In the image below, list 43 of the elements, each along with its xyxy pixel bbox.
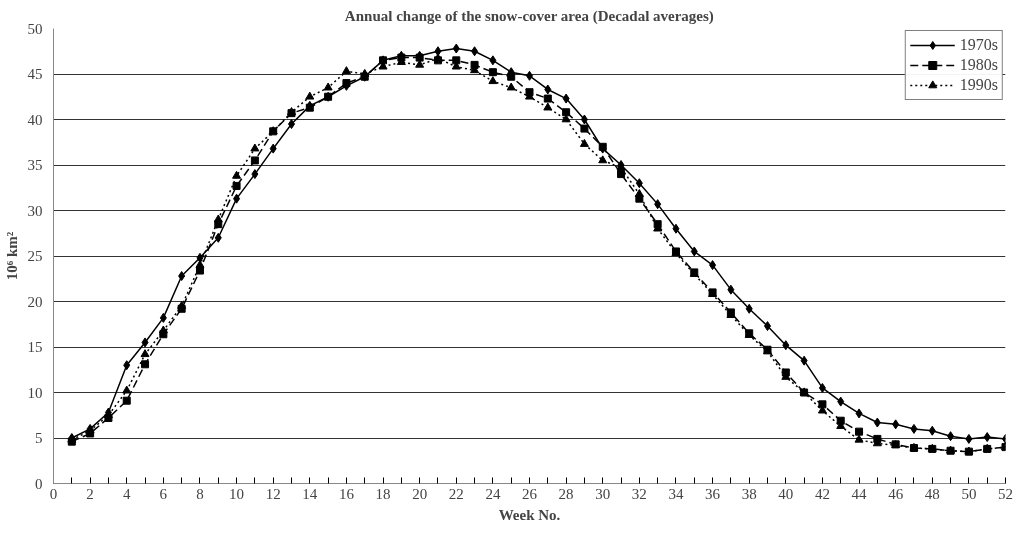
x-tick-label: 10 — [229, 485, 245, 502]
x-tick-label: 0 — [49, 485, 58, 502]
y-tick-label: 15 — [27, 339, 43, 355]
x-tick-label: 2 — [86, 485, 94, 502]
y-tick-label: 5 — [35, 430, 43, 446]
legend-label: 1990s — [959, 76, 998, 94]
x-tick-label: 8 — [196, 485, 204, 502]
legend-label: 1970s — [959, 36, 998, 54]
y-tick-label: 20 — [27, 293, 43, 310]
y-tick-label: 35 — [27, 157, 43, 173]
x-tick-label: 36 — [705, 485, 721, 502]
chart-title: Annual change of the snow-cover area (Decadal averages) — [344, 7, 714, 25]
x-axis-title: Week No. — [498, 506, 561, 523]
x-tick-label: 52 — [998, 485, 1013, 502]
x-tick-label: 6 — [159, 485, 168, 502]
x-tick-label: 42 — [814, 485, 830, 502]
y-tick-label: 10 — [27, 384, 43, 401]
x-tick-label: 30 — [595, 485, 611, 502]
x-tick-label: 28 — [558, 485, 574, 502]
x-tick-label: 18 — [375, 485, 391, 502]
legend-label: 1980s — [959, 56, 998, 74]
x-tick-label: 20 — [412, 485, 428, 502]
x-tick-label: 48 — [924, 485, 940, 502]
x-tick-label: 26 — [522, 485, 538, 502]
x-tick-label: 40 — [778, 485, 794, 502]
x-tick-label: 34 — [668, 485, 684, 502]
x-tick-label: 50 — [961, 485, 977, 502]
x-tick-label: 4 — [122, 485, 131, 502]
x-tick-label: 22 — [448, 485, 464, 502]
x-tick-label: 14 — [302, 485, 318, 502]
y-tick-label: 25 — [27, 248, 43, 264]
x-tick-label: 46 — [888, 485, 904, 502]
x-tick-label: 32 — [631, 485, 647, 502]
y-axis-title: 10⁶ km² — [3, 231, 20, 281]
x-tick-label: 38 — [741, 485, 757, 502]
x-tick-label: 44 — [851, 485, 868, 502]
x-tick-label: 24 — [485, 485, 501, 502]
y-tick-label: 40 — [27, 111, 43, 128]
y-tick-label: 30 — [27, 202, 43, 219]
y-tick-label: 50 — [27, 20, 43, 37]
x-tick-label: 16 — [338, 485, 355, 502]
y-tick-label: 45 — [27, 66, 43, 82]
x-tick-label: 12 — [265, 485, 281, 502]
